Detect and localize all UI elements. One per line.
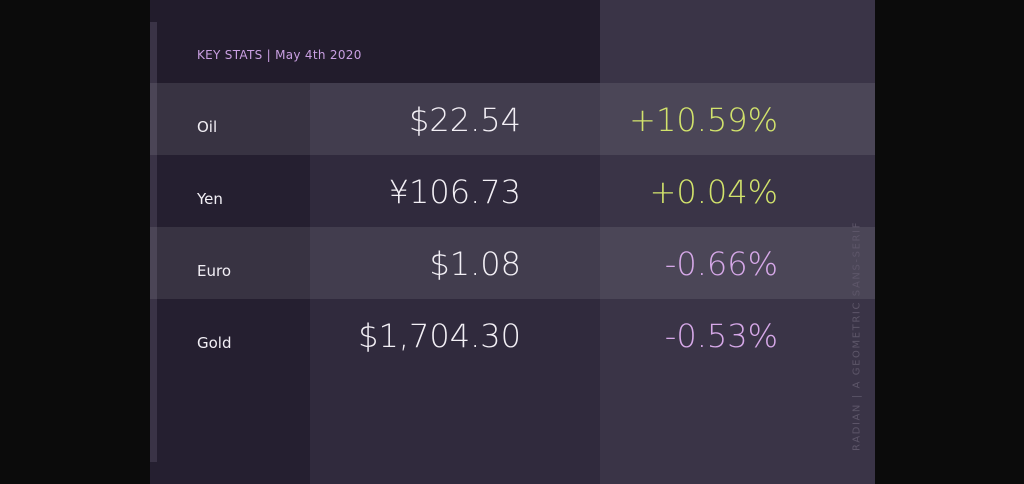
header-title: KEY STATS | May 4th 2020 <box>197 48 362 62</box>
side-caption: RADIAN | A GEOMETRIC SANS-SERIF <box>851 221 863 451</box>
table-row: Euro $1.08 -0.66% <box>150 227 875 299</box>
row-label: Oil <box>197 118 218 136</box>
row-change: +0.04% <box>649 173 778 211</box>
row-label: Gold <box>197 334 232 352</box>
table-row: Gold $1,704.30 -0.53% <box>150 299 875 371</box>
stats-panel: KEY STATS | May 4th 2020 Oil $22.54 +10.59… <box>150 0 875 484</box>
table-row: Oil $22.54 +10.59% <box>150 83 875 155</box>
change-column <box>600 0 875 484</box>
accent-bar <box>150 22 157 462</box>
table-row: Yen ¥106.73 +0.04% <box>150 155 875 227</box>
row-change: -0.53% <box>664 317 778 355</box>
row-price: $1.08 <box>429 245 521 283</box>
row-change: +10.59% <box>629 101 778 139</box>
row-label: Yen <box>197 190 223 208</box>
header-band <box>150 0 600 83</box>
row-price: $1,704.30 <box>358 317 521 355</box>
row-label: Euro <box>197 262 231 280</box>
row-change: -0.66% <box>664 245 778 283</box>
row-price: ¥106.73 <box>388 173 521 211</box>
row-price: $22.54 <box>409 101 521 139</box>
